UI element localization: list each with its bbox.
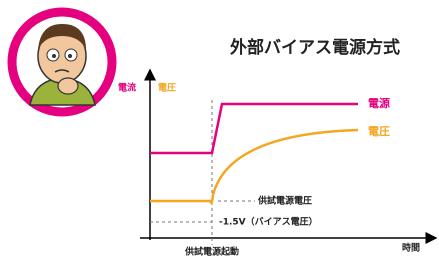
time-axis-label: 時間 <box>402 242 420 254</box>
voltage-curve-label: 電圧 <box>368 125 390 138</box>
avatar <box>12 12 112 112</box>
voltage-axis-label: 電圧 <box>158 83 176 94</box>
test-voltage-label: 供試電源電圧 <box>257 195 312 207</box>
startup-label: 供試電源起動 <box>184 246 239 258</box>
bias-voltage-label: -1.5V（バイアス電圧） <box>219 217 318 228</box>
voltage-curve <box>150 130 358 203</box>
power-curve <box>150 104 358 153</box>
diagram: 外部バイアス電源方式 電流 電圧 時間 電源 電圧 供試電源電圧 -1.5V（バ… <box>0 0 439 259</box>
title: 外部バイアス電源方式 <box>230 37 400 58</box>
current-axis-label: 電流 <box>118 82 136 94</box>
power-curve-label: 電源 <box>368 96 390 110</box>
